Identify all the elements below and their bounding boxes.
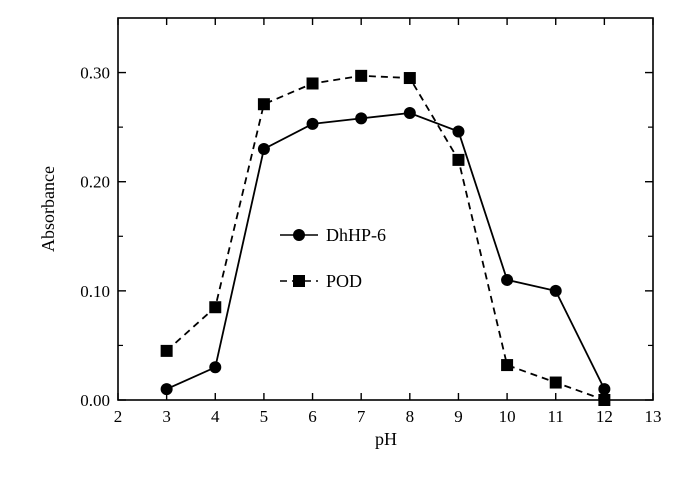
x-tick-labels: 2 3 4 5 6 7 8 9 10 11 12 13 (114, 407, 662, 426)
data-point (355, 69, 368, 82)
data-point (306, 117, 319, 130)
data-point (257, 98, 270, 111)
series-line (166, 112, 606, 390)
x-tick-label: 6 (308, 407, 317, 426)
x-axis-title: pH (375, 429, 397, 449)
plot-frame (117, 17, 654, 401)
series-layer (160, 69, 611, 406)
data-point (355, 112, 368, 125)
data-point (257, 142, 270, 155)
x-tick-label: 10 (499, 407, 516, 426)
data-point (403, 106, 416, 119)
x-tick-label: 12 (596, 407, 613, 426)
x-tick-label: 2 (114, 407, 123, 426)
data-point (452, 125, 465, 138)
data-point (598, 383, 611, 396)
data-point (160, 383, 173, 396)
x-tick-label: 13 (645, 407, 662, 426)
data-point (160, 344, 173, 357)
x-tick-label: 4 (211, 407, 220, 426)
legend-marker-pod (293, 275, 305, 287)
legend-label-pod: POD (326, 271, 362, 291)
y-axis-title: Absorbance (38, 166, 58, 252)
series-pod (160, 69, 611, 406)
x-tick-label: 11 (548, 407, 564, 426)
data-point (598, 394, 611, 406)
series-line (165, 74, 605, 401)
legend-label-dhhp6: DhHP-6 (326, 225, 386, 245)
x-tick-label: 3 (162, 407, 171, 426)
data-point (209, 301, 222, 314)
y-tick-label: 0.10 (80, 282, 110, 301)
data-point (549, 284, 562, 297)
y-tick-label: 0.00 (80, 391, 110, 410)
x-tick-label: 5 (260, 407, 269, 426)
data-point (403, 72, 416, 85)
y-tick-label: 0.20 (80, 173, 110, 192)
data-point (306, 77, 319, 90)
axis-ticks (117, 18, 654, 401)
y-tick-label: 0.30 (80, 64, 110, 83)
legend-marker-dhhp6 (293, 229, 305, 241)
legend: DhHP-6 POD (280, 225, 386, 291)
x-tick-label: 7 (357, 407, 366, 426)
x-tick-label: 8 (406, 407, 415, 426)
data-point (501, 359, 514, 372)
y-tick-labels: 0.00 0.10 0.20 0.30 (80, 64, 110, 410)
series-dhhp-6 (160, 106, 611, 396)
data-point (452, 153, 465, 166)
x-tick-label: 9 (454, 407, 463, 426)
data-point (549, 376, 562, 389)
data-point (501, 273, 514, 286)
data-point (209, 361, 222, 374)
